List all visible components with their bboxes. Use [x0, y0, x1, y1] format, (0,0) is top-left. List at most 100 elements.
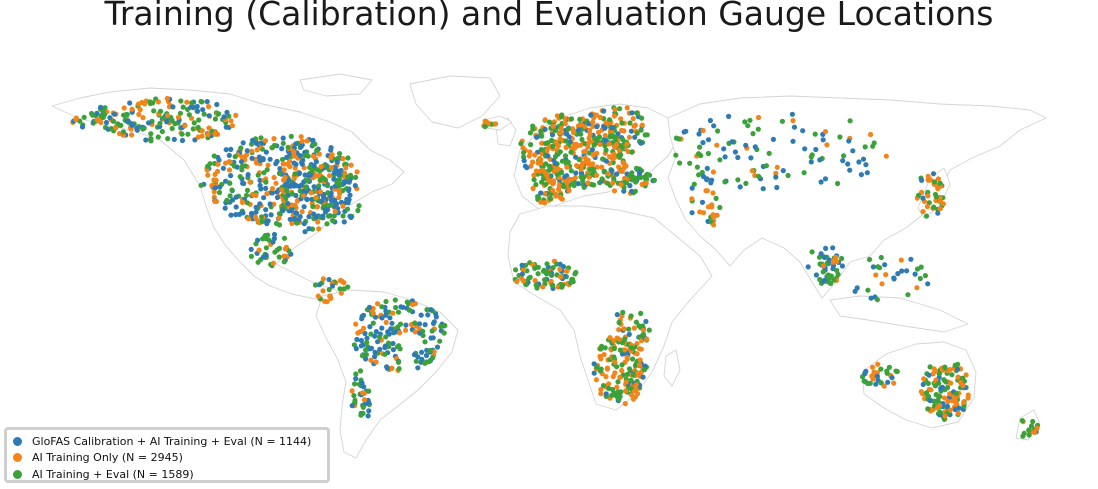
gauge-point-training-only [925, 173, 931, 179]
gauge-point-training-eval [274, 247, 280, 253]
gauge-point-training-eval [340, 213, 346, 219]
gauge-point-training-eval [747, 117, 753, 123]
gauge-point-glofas [306, 214, 312, 220]
gauge-point-training-only [931, 366, 937, 372]
gauge-point-training-only [320, 288, 326, 294]
gauge-point-glofas [311, 163, 317, 169]
gauge-point-glofas [952, 406, 958, 413]
gauge-point-glofas [629, 188, 635, 194]
gauge-point-training-eval [118, 122, 124, 128]
gauge-point-training-eval [820, 269, 826, 275]
gauge-point-training-eval [641, 367, 648, 373]
gauge-point-glofas [854, 285, 860, 291]
gauge-point-glofas [416, 321, 423, 327]
gauge-point-training-only [965, 392, 971, 398]
gauge-point-glofas [549, 132, 556, 138]
legend-item-training-only: AI Training Only (N = 2945) [13, 450, 321, 467]
gauge-point-glofas [248, 246, 254, 252]
gauge-point-glofas [576, 127, 582, 133]
gauge-point-training-eval [651, 177, 658, 183]
gauge-point-glofas [326, 276, 332, 283]
gauge-point-training-eval [370, 320, 376, 326]
gauge-point-glofas [240, 140, 246, 146]
gauge-point-training-only [280, 161, 286, 167]
gauge-point-training-eval [351, 393, 357, 399]
gauge-point-training-only [252, 214, 259, 220]
gauge-point-glofas [925, 281, 931, 287]
gauge-point-training-only [136, 111, 142, 117]
gauge-point-glofas [748, 155, 754, 161]
gauge-point-glofas [366, 408, 372, 414]
gauge-point-glofas [389, 320, 395, 326]
gauge-point-glofas [146, 120, 152, 126]
gauge-point-training-only [553, 193, 559, 199]
gauge-point-glofas [216, 157, 222, 163]
gauge-point-training-only [298, 134, 304, 140]
gauge-point-training-eval [353, 371, 359, 377]
gauge-point-training-eval [102, 105, 108, 111]
gauge-point-training-eval [331, 213, 337, 219]
madagascar-outline [663, 349, 681, 387]
gauge-point-training-eval [261, 170, 267, 176]
gauge-point-training-only [409, 301, 416, 308]
gauge-point-training-eval [310, 203, 316, 210]
gauge-point-training-only [622, 347, 628, 353]
gauge-point-glofas [372, 314, 379, 320]
gauge-point-training-only [586, 174, 592, 180]
gauge-point-training-only [618, 116, 624, 122]
gauge-point-glofas [238, 159, 245, 165]
africa-outline [507, 205, 713, 411]
gauge-point-training-eval [629, 345, 635, 351]
gauge-point-training-only [635, 391, 641, 397]
gauge-point-training-eval [634, 130, 640, 136]
gauge-point-training-only [340, 203, 346, 209]
gauge-point-training-only [963, 372, 969, 378]
gauge-point-glofas [384, 364, 390, 370]
gauge-point-training-only [937, 206, 943, 212]
gauge-point-training-eval [232, 154, 238, 160]
gauge-point-glofas [711, 123, 717, 129]
gauge-point-training-only [710, 212, 716, 218]
gauge-point-training-eval [565, 126, 571, 132]
gauge-point-training-eval [544, 261, 550, 267]
gauge-point-training-eval [326, 287, 332, 293]
gauge-point-glofas [874, 373, 881, 380]
gauge-point-glofas [390, 340, 396, 347]
gauge-point-glofas [627, 183, 633, 189]
gauge-point-training-eval [177, 110, 183, 116]
gauge-point-glofas [899, 268, 905, 274]
gauge-point-training-eval [178, 98, 184, 104]
gauge-point-glofas [257, 177, 263, 183]
gauge-point-training-eval [639, 115, 645, 121]
gauge-point-glofas [170, 104, 176, 110]
legend-label: AI Training + Eval (N = 1589) [32, 467, 194, 481]
gauge-point-training-only [628, 392, 635, 398]
gauge-point-training-only [586, 140, 592, 146]
gauge-point-glofas [643, 318, 649, 325]
gauge-point-training-eval [884, 370, 890, 376]
gauge-point-glofas [228, 146, 234, 152]
gauge-point-training-eval [893, 368, 899, 374]
gauge-point-training-eval [874, 297, 881, 303]
gauge-point-training-eval [316, 183, 322, 189]
gauge-point-glofas [188, 104, 194, 110]
gauge-point-glofas [850, 148, 856, 154]
gauge-point-training-only [822, 129, 829, 135]
gauge-point-glofas [425, 312, 431, 318]
gauge-point-glofas [594, 124, 600, 130]
gauge-point-training-only [598, 387, 604, 393]
gauge-point-glofas [895, 271, 901, 277]
gauge-point-training-only [308, 190, 314, 196]
gauge-point-training-only [602, 132, 608, 139]
gauge-point-glofas [383, 308, 389, 314]
gauge-point-training-only [573, 141, 579, 147]
gauge-point-training-eval [276, 222, 283, 228]
gauge-point-training-eval [618, 152, 624, 158]
gauge-point-glofas [124, 118, 130, 124]
gauge-point-training-eval [165, 136, 171, 142]
gauge-point-glofas [280, 135, 286, 141]
gauge-point-glofas [338, 167, 344, 174]
gauge-point-training-only [550, 187, 556, 193]
gauge-point-training-eval [596, 134, 603, 140]
